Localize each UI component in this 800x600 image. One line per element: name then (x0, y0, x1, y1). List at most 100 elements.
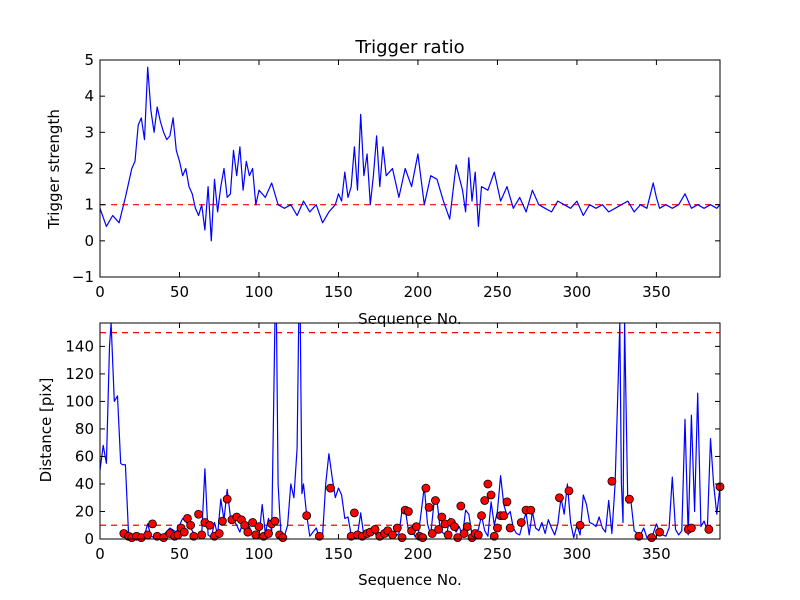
data-point-marker (434, 524, 444, 534)
y-tick-label: 60 (75, 447, 94, 465)
data-point-marker (397, 533, 407, 543)
data-point-marker (370, 524, 380, 534)
data-point-marker (264, 529, 273, 538)
data-point-marker (326, 483, 335, 493)
data-point-marker (634, 531, 644, 541)
data-point-marker (278, 533, 288, 543)
x-tick-label: 250 (483, 283, 512, 301)
data-point-marker (197, 530, 207, 540)
data-point-marker (194, 509, 203, 519)
y-tick-label: 4 (84, 87, 94, 105)
x-tick-label: 50 (170, 545, 189, 563)
y-axis-label: Trigger strength (45, 109, 63, 230)
data-point-marker (148, 519, 157, 529)
chart-title: Trigger ratio (354, 37, 464, 58)
data-point-marker (431, 496, 440, 505)
data-point-marker (222, 494, 232, 504)
y-tick-label: 1 (84, 196, 94, 214)
y-tick-label: 80 (75, 420, 94, 438)
data-point-marker (254, 522, 264, 532)
data-point-marker (647, 533, 657, 543)
data-point-marker (143, 530, 153, 540)
x-tick-label: 350 (642, 545, 671, 563)
series-line (100, 66, 720, 242)
data-point-marker (493, 523, 502, 533)
data-point-marker (314, 531, 324, 541)
axes-frame (99, 322, 721, 540)
x-tick-label: 300 (563, 545, 592, 563)
data-point-marker (349, 508, 359, 518)
data-point-marker (421, 483, 431, 493)
data-point-marker (453, 533, 463, 543)
data-point-marker (179, 527, 189, 537)
data-point-marker (205, 520, 215, 530)
data-point-marker (424, 502, 434, 512)
data-point-marker (516, 518, 526, 527)
data-point-marker (499, 511, 509, 521)
x-tick-label: 100 (245, 283, 274, 301)
x-tick-label: 50 (170, 283, 189, 301)
y-axis-label: Distance [pix] (37, 378, 55, 483)
distance-plot-area: 0 50 100 150 200 250 300 350 0 20 40 60 80 100 120 140 (65, 322, 725, 563)
y-tick-label: 100 (65, 392, 94, 410)
data-point-marker (477, 511, 486, 521)
x-axis-label: Sequence No. (358, 310, 462, 328)
data-point-marker (186, 520, 196, 530)
x-tick-label: 0 (95, 545, 105, 563)
data-point-marker (302, 511, 312, 521)
data-point-marker (480, 496, 490, 505)
data-point-marker (505, 523, 515, 533)
y-tick-label: 120 (65, 365, 94, 383)
distance-chart: 0 50 100 150 200 250 300 350020406080100120140 … (37, 322, 725, 589)
data-point-marker (555, 493, 564, 503)
data-point-marker (411, 522, 421, 532)
data-point-marker (686, 523, 696, 533)
y-tick-label: 0 (84, 232, 94, 250)
data-point-marker (473, 530, 483, 540)
data-point-marker (443, 530, 453, 540)
x-tick-label: 100 (245, 545, 274, 563)
data-point-marker (248, 518, 258, 527)
y-tick-label: −1 (72, 268, 94, 286)
data-point-marker (607, 476, 617, 486)
data-point-marker (489, 531, 499, 541)
y-tick-label: 0 (84, 530, 94, 548)
data-point-marker (502, 497, 512, 507)
x-tick-label: 200 (404, 283, 433, 301)
data-point-marker (575, 520, 585, 530)
data-point-marker (418, 533, 428, 543)
x-tick-label: 300 (563, 283, 592, 301)
data-point-marker (392, 523, 402, 533)
data-point-marker (214, 529, 224, 538)
y-tick-label: 2 (84, 160, 94, 178)
data-point-marker (655, 527, 664, 537)
y-tick-label: 40 (75, 475, 94, 493)
y-tick-label: 20 (75, 502, 94, 520)
x-tick-label: 150 (324, 545, 353, 563)
data-point-marker (526, 505, 536, 515)
x-tick-label: 350 (642, 283, 671, 301)
y-tick-label: 5 (84, 51, 94, 69)
data-point-marker (427, 529, 437, 538)
x-axis-label: Sequence No. (358, 571, 462, 589)
data-point-marker (450, 522, 459, 532)
y-tick-label: 140 (65, 337, 94, 355)
data-point-marker (456, 501, 466, 511)
data-point-marker (704, 524, 714, 534)
x-tick-label: 250 (483, 545, 512, 563)
data-point-marker (218, 516, 227, 526)
data-point-marker (159, 533, 168, 543)
data-point-marker (486, 490, 496, 500)
y-tick-label: 3 (84, 123, 94, 141)
trigger-ratio-chart: Trigger ratio 0 50 100 150 200 250 300 350−1012… (45, 37, 721, 328)
x-tick-label: 200 (404, 545, 433, 563)
x-tick-label: 150 (324, 283, 353, 301)
data-point-marker (483, 479, 493, 489)
data-point-marker (388, 530, 397, 540)
data-point-marker (404, 507, 413, 516)
data-point-marker (270, 516, 280, 526)
x-tick-label: 0 (95, 283, 105, 301)
